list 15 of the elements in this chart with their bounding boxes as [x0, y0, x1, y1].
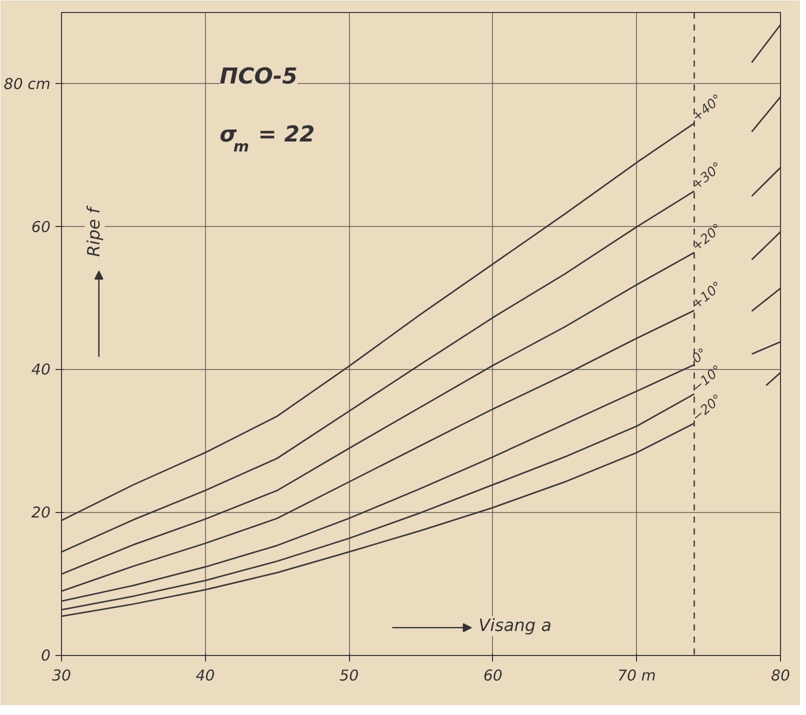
text: ПСО-5 — [220, 64, 298, 90]
y-tick-label: 0 — [40, 646, 51, 664]
x-axis-title: Visang a — [478, 616, 552, 636]
text: 0° — [690, 346, 711, 367]
y-tick-label: 80 cm — [4, 74, 51, 93]
y-tick-label: 20 — [31, 504, 51, 522]
x-tick-label: 30 — [52, 666, 72, 684]
x-tick-label: 70 m — [617, 666, 656, 684]
y-tick-label: 60 — [31, 218, 51, 236]
x-tick-label: 40 — [196, 666, 215, 684]
y-axis-title: Ripe f — [84, 204, 105, 257]
x-tick-label: 50 — [340, 666, 359, 684]
y-tick-label: 40 — [31, 360, 51, 379]
x-tick-label: 60 — [483, 666, 502, 684]
x-tick-label: 80 — [770, 666, 790, 684]
